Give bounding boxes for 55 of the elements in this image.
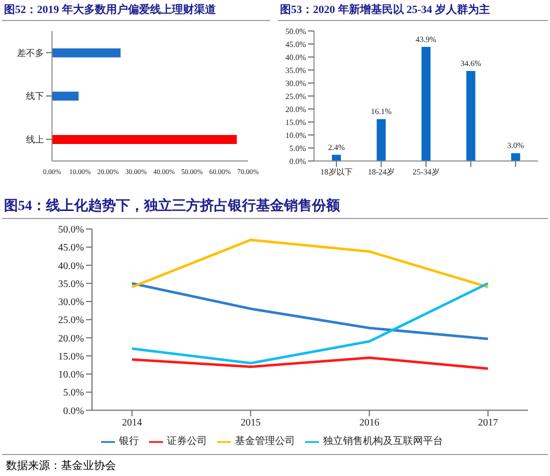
x-tick-label: 18岁以下 — [320, 168, 352, 177]
line-series — [130, 282, 490, 364]
legend-label: 银行 — [119, 436, 139, 448]
y-tick-label: 50.0% — [58, 224, 84, 236]
bar — [52, 92, 79, 101]
y-tick-label: 15.0% — [285, 118, 306, 127]
y-tick-label: 35.0% — [285, 66, 306, 75]
y-tick-label: 10.0% — [58, 370, 84, 381]
y-tick-label: 25.0% — [58, 315, 84, 326]
y-tick-label: 15.0% — [58, 351, 84, 362]
y-tick-label: 0.0% — [289, 156, 306, 166]
data-label: 34.6% — [460, 59, 482, 68]
x-tick-label: 2016 — [359, 417, 380, 428]
chart-title: 图52：2019 年大多数用户偏爱线上理财渠道 — [2, 0, 270, 21]
x-tick-label: 2014 — [122, 417, 142, 428]
source-note: 数据来源：基金业协会 — [2, 454, 548, 476]
data-label: 3.0% — [507, 141, 524, 150]
y-tick-label: 20.0% — [285, 104, 306, 114]
data-label: 43.9% — [416, 34, 437, 44]
y-tick-label: 线上 — [26, 134, 44, 145]
chart-title: 图53：2020 年新增基民以 25-34 岁人群为主 — [278, 0, 548, 21]
y-tick-label: 45.0% — [58, 242, 84, 254]
x-tick-label: 18-24岁 — [368, 168, 395, 177]
bar — [466, 71, 476, 161]
y-tick-label: 30.0% — [285, 78, 306, 88]
line-series — [130, 282, 490, 340]
legend-label: 基金管理公司 — [235, 436, 295, 448]
y-tick-label: 线下 — [26, 91, 44, 102]
y-tick-label: 40.0% — [58, 260, 84, 272]
y-tick-label: 50.0% — [285, 26, 306, 36]
bar — [376, 119, 386, 161]
y-tick-label: 40.0% — [285, 52, 306, 62]
data-label: 16.1% — [370, 107, 392, 116]
line-series — [130, 356, 490, 370]
y-tick-label: 5.0% — [289, 144, 306, 153]
chart-title: 图54：线上化趋势下，独立三方挤占银行基金销售份额 — [2, 195, 548, 219]
x-tick-label: 25-34岁 — [412, 168, 440, 177]
x-tick-label: 2015 — [240, 417, 261, 428]
legend-label: 独立销售机构及互联网平台 — [323, 436, 443, 448]
y-tick-label: 20.0% — [58, 333, 84, 344]
legend-label: 证券公司 — [167, 436, 207, 448]
data-label: 2.4% — [328, 142, 346, 152]
y-tick-label: 10.0% — [285, 130, 306, 140]
y-tick-label: 0.0% — [63, 406, 84, 417]
bar — [422, 46, 431, 161]
y-tick-label: 5.0% — [63, 388, 84, 399]
bar — [52, 135, 237, 144]
y-tick-label: 差不多 — [17, 48, 44, 58]
x-tick-label: 2017 — [478, 417, 498, 428]
y-tick-label: 30.0% — [58, 297, 84, 308]
bar — [511, 153, 520, 161]
y-tick-label: 35.0% — [58, 278, 84, 290]
y-tick-label: 25.0% — [285, 92, 306, 101]
bar — [52, 48, 121, 58]
y-tick-label: 45.0% — [285, 40, 306, 49]
